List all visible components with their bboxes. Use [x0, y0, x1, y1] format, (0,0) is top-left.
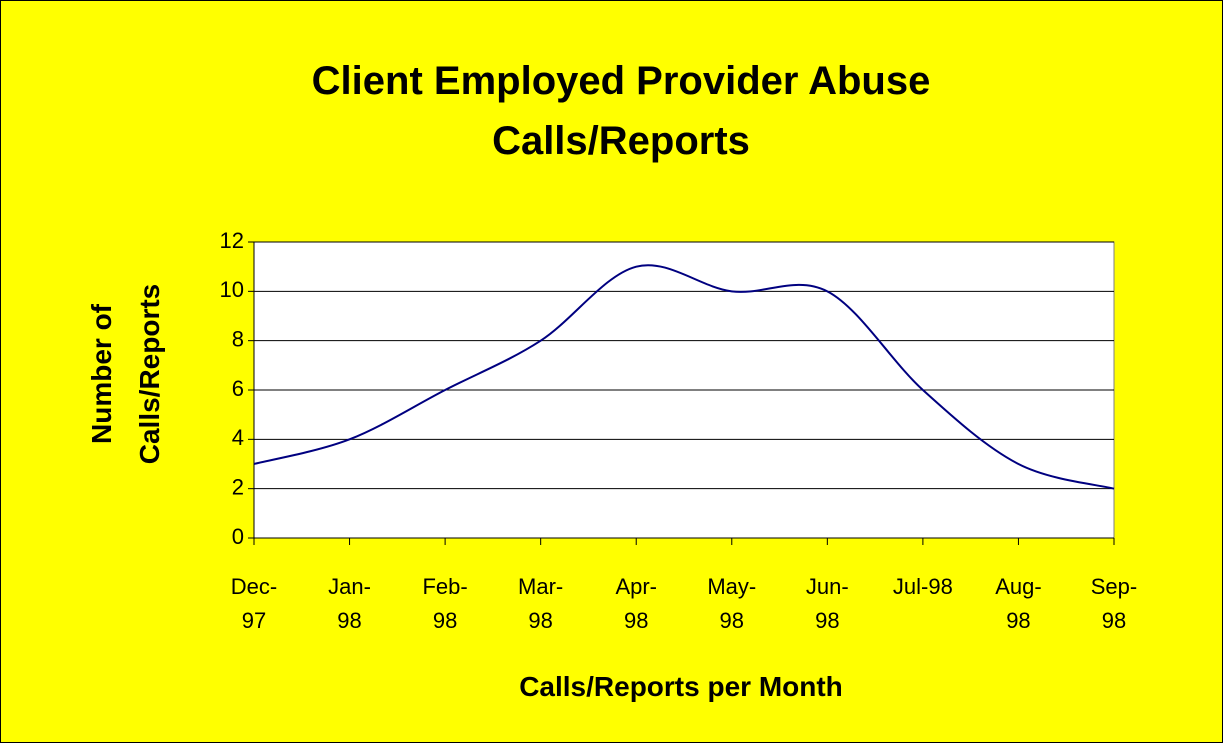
y-tick-label: 12: [220, 228, 244, 253]
x-tick-label: Dec-97: [230, 574, 278, 633]
y-tick-label: 8: [232, 326, 244, 351]
x-axis-label: Calls/Reports per Month: [519, 671, 843, 702]
x-tick-label: Sep-98: [1090, 574, 1138, 633]
y-axis-label: Number of Calls/Reports: [86, 283, 165, 465]
x-tick-label: Jul-98: [892, 574, 953, 599]
x-tick-label: Jun-98: [805, 574, 849, 633]
x-tick-label: Feb-98: [422, 574, 468, 633]
x-tick-label: Jan-98: [328, 574, 371, 633]
y-tick-label: 2: [232, 474, 244, 499]
x-tick-label: May-98: [707, 574, 757, 633]
x-tick-label: Mar-98: [518, 574, 564, 633]
x-tick-label: Aug-98: [995, 574, 1042, 633]
y-tick-label: 4: [232, 425, 244, 450]
y-tick-label: 0: [232, 524, 244, 549]
data-line: [253, 264, 1115, 490]
chart-title: Client Employed Provider Abuse Calls/Rep…: [311, 59, 931, 163]
y-tick-label: 6: [232, 376, 244, 401]
x-tick-label: Apr-98: [615, 574, 657, 633]
y-tick-label: 10: [220, 277, 244, 302]
